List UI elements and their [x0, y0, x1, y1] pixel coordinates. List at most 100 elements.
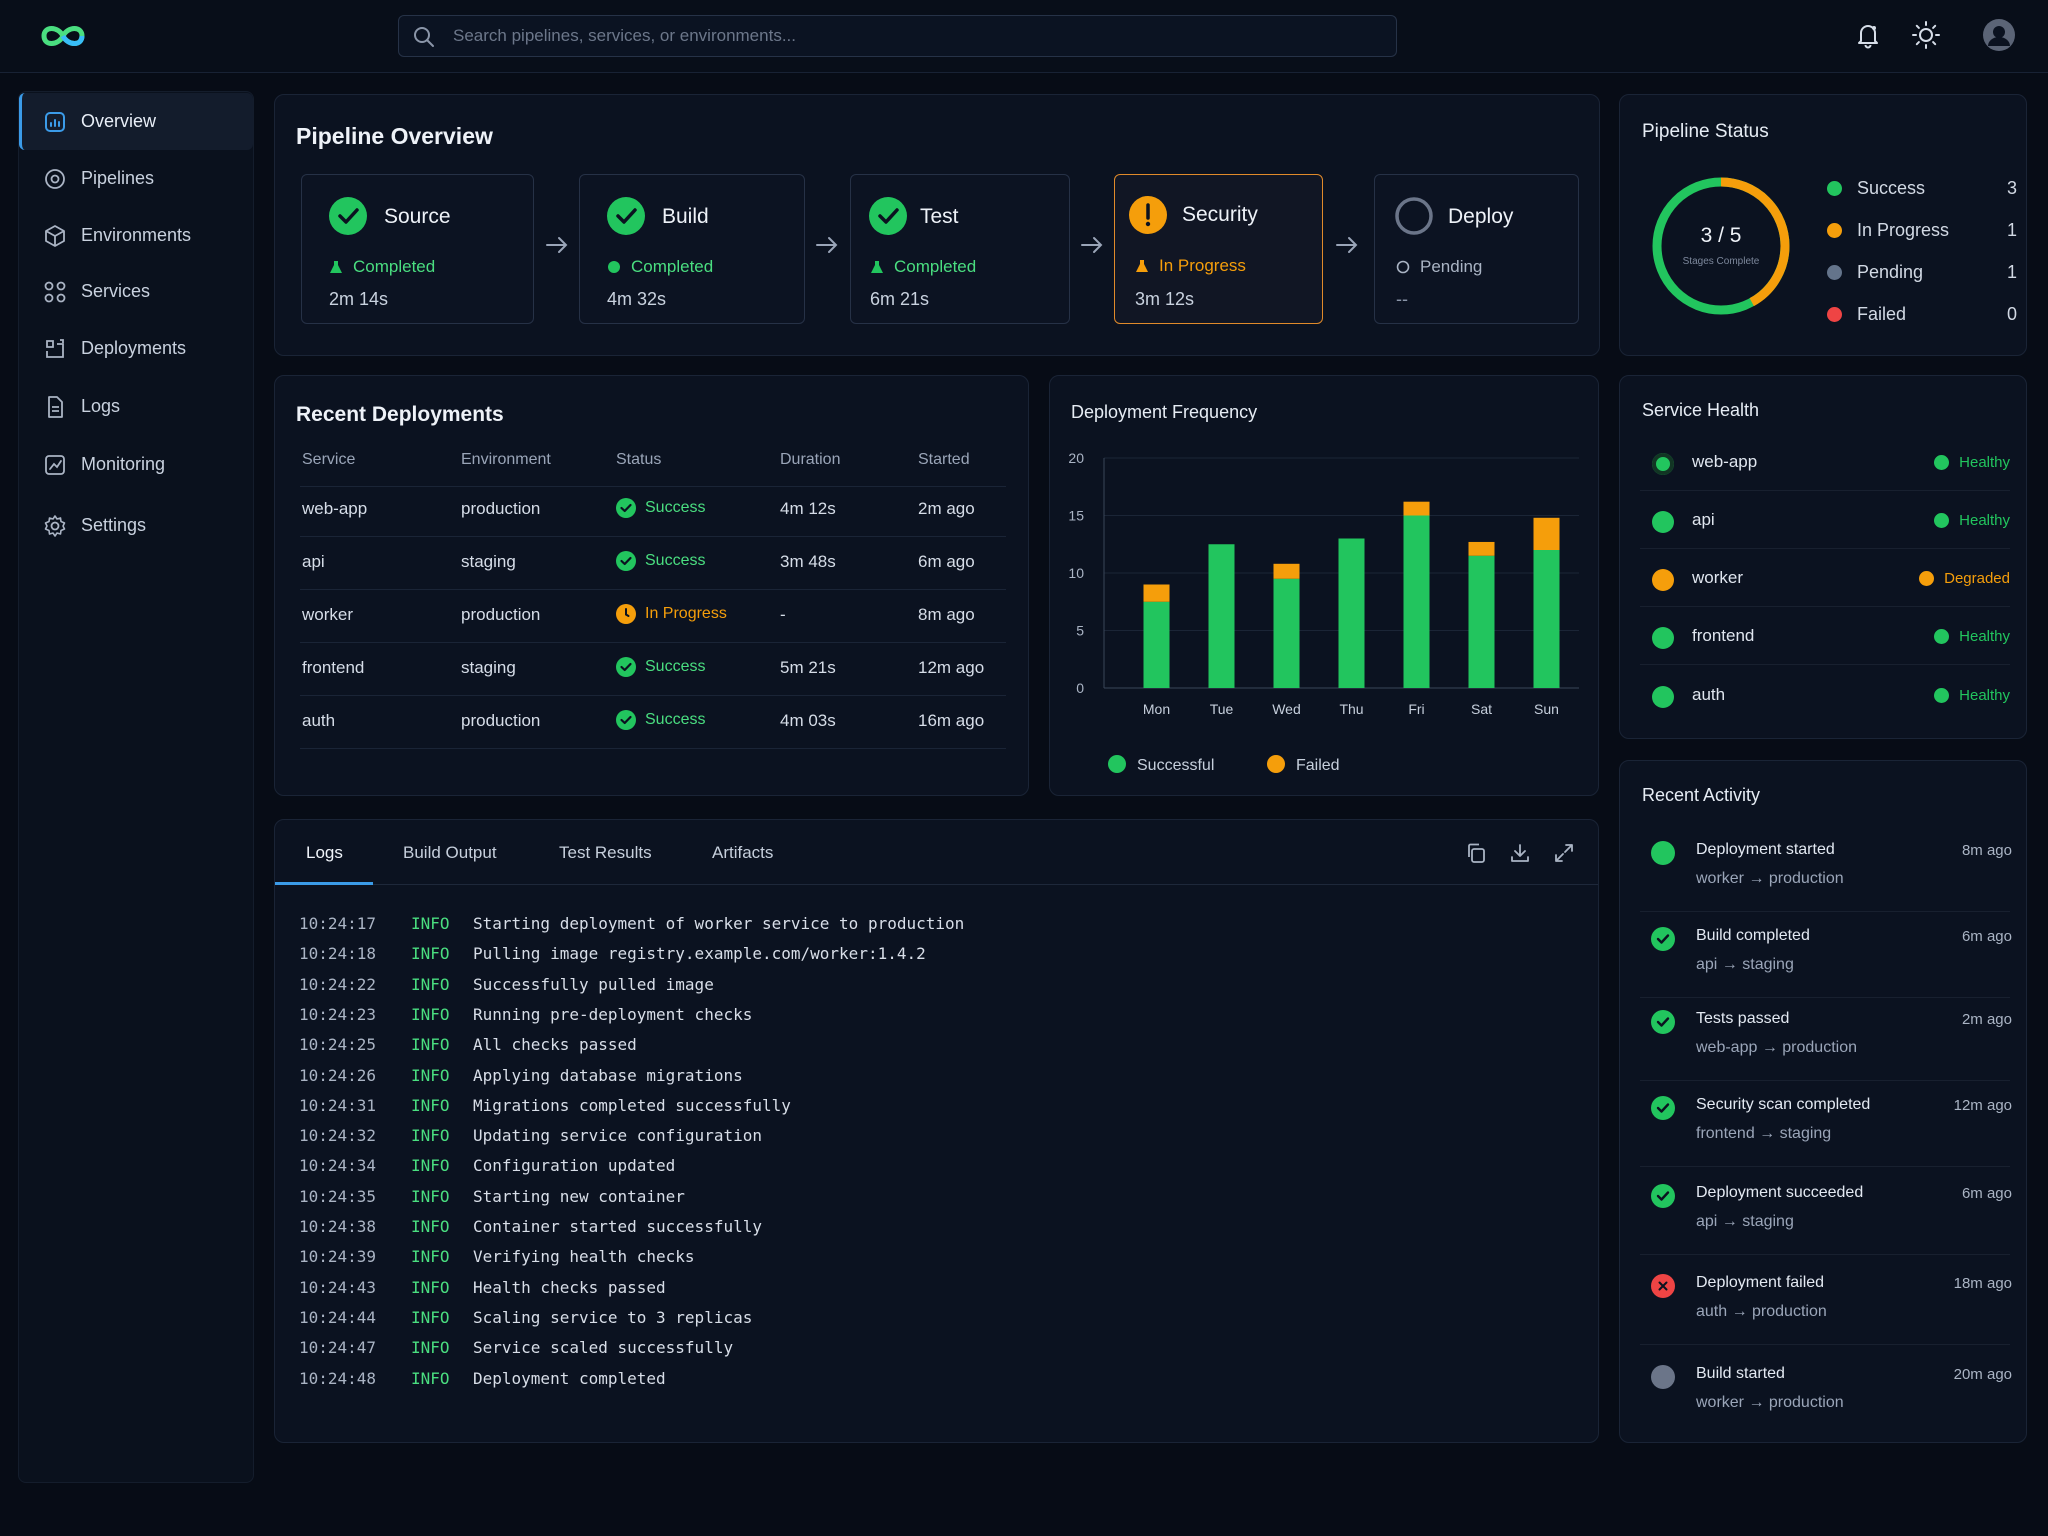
log-level: INFO [411, 1095, 450, 1115]
stage-source[interactable]: Source Completed 2m 14s [301, 174, 534, 324]
bar-successful-tue [1208, 544, 1235, 688]
search-input[interactable] [453, 16, 1373, 56]
log-timestamp: 10:24:26 [299, 1065, 377, 1085]
progress-count: 3 / 5 [1700, 224, 1742, 247]
flask-icon [871, 261, 883, 273]
sidebar-item-overview[interactable]: Overview [19, 93, 253, 150]
legend-value: 3 [2006, 177, 2017, 198]
active-tab-indicator [275, 882, 373, 885]
activity-item[interactable]: Build started worker → production 20m ago [1640, 1365, 2012, 1421]
log-level: INFO [411, 1338, 450, 1358]
activity-time: 12m ago [1953, 1097, 2012, 1114]
deployments-icon [46, 338, 64, 358]
service-health-row[interactable]: auth Healthy [1620, 666, 2010, 724]
x-tick-label: Fri [1408, 701, 1424, 717]
sidebar-item-services[interactable]: Services [19, 263, 253, 320]
search-icon [414, 27, 434, 47]
row-divider [300, 642, 1006, 643]
log-message: All checks passed [473, 1035, 637, 1055]
stage-status-label: Pending [1420, 257, 1483, 276]
search-bar[interactable] [398, 15, 1397, 57]
tab-test-results[interactable]: Test Results [559, 843, 652, 862]
stage-name: Deploy [1448, 205, 1514, 228]
activity-time: 2m ago [1961, 1011, 2012, 1028]
arrow-right-icon [1336, 237, 1358, 253]
check-circle-icon [329, 197, 367, 235]
column-header[interactable]: Duration [780, 451, 841, 468]
started-cell: 8m ago [918, 605, 975, 624]
y-tick-label: 0 [1076, 680, 1084, 696]
log-timestamp: 10:24:34 [299, 1156, 377, 1176]
status-label: Success [645, 711, 706, 728]
activity-time: 20m ago [1953, 1366, 2012, 1383]
tab-build-output[interactable]: Build Output [403, 843, 497, 862]
download-icon[interactable] [1509, 842, 1531, 864]
sidebar-item-settings[interactable]: Settings [19, 497, 253, 554]
activity-item[interactable]: Build completed api → staging 6m ago [1640, 927, 2012, 983]
stage-name: Build [662, 205, 709, 228]
column-header[interactable]: Status [616, 451, 662, 468]
column-header[interactable]: Environment [461, 451, 551, 468]
health-status: Healthy [1934, 687, 2010, 704]
sun-icon[interactable] [1911, 20, 1941, 50]
deployment-frequency-card [1049, 375, 1599, 796]
column-header[interactable]: Started [918, 451, 970, 468]
log-level: INFO [411, 1307, 450, 1327]
log-line: 10:24:23 INFO Running pre-deployment check… [299, 1005, 752, 1027]
activity-item[interactable]: Tests passed web-app → production 2m ago [1640, 1010, 2012, 1066]
legend-value: 0 [2006, 303, 2017, 324]
progress-ring-fill [1652, 177, 1790, 315]
flask-icon [1136, 260, 1148, 272]
services-icon [44, 281, 66, 302]
avatar-icon[interactable] [1983, 19, 2015, 51]
divider [1640, 911, 2010, 912]
tab-logs[interactable]: Logs [306, 843, 343, 862]
activity-item[interactable]: Deployment succeeded api → staging 6m ago [1640, 1184, 2012, 1240]
tab-artifacts[interactable]: Artifacts [712, 843, 774, 862]
sidebar-item-pipelines[interactable]: Pipelines [19, 150, 253, 207]
log-level: INFO [411, 1004, 450, 1024]
log-line: 10:24:17 INFO Starting deployment of worke… [299, 914, 964, 936]
expand-icon[interactable] [1553, 842, 1575, 864]
sidebar-item-environments[interactable]: Environments [19, 207, 253, 264]
service-health-row[interactable]: worker Degraded [1620, 549, 2010, 607]
service-cell: auth [302, 711, 336, 730]
stage-security[interactable]: Security In Progress 3m 12s [1114, 174, 1323, 324]
circle-icon [1396, 260, 1410, 274]
sidebar-item-monitoring[interactable]: Monitoring [19, 436, 253, 493]
log-message: Migrations completed successfully [473, 1095, 791, 1115]
stage-status: Completed [870, 257, 976, 277]
stage-test[interactable]: Test Completed 6m 21s [850, 174, 1070, 324]
gear-icon [44, 514, 66, 537]
copy-icon[interactable] [1465, 842, 1487, 864]
log-timestamp: 10:24:44 [299, 1307, 377, 1327]
check-circle-icon [1651, 1010, 1675, 1034]
bell-icon[interactable] [1853, 20, 1883, 50]
legend-marker [1267, 755, 1285, 773]
service-health-row[interactable]: api Healthy [1620, 491, 2010, 549]
activity-item[interactable]: Deployment failed auth → production 18m ag… [1640, 1274, 2012, 1330]
activity-item[interactable]: Security scan completed frontend → stagin… [1640, 1096, 2012, 1152]
log-level: INFO [411, 1368, 450, 1388]
logo-icon[interactable] [40, 18, 86, 54]
activity-time: 18m ago [1953, 1275, 2012, 1292]
activity-title: Build started [1696, 1365, 1785, 1382]
stage-build[interactable]: Build Completed 4m 32s [579, 174, 805, 324]
log-timestamp: 10:24:47 [299, 1338, 377, 1358]
divider [1640, 490, 2010, 491]
service-health-row[interactable]: web-app Healthy [1620, 433, 2010, 491]
service-health-row[interactable]: frontend Healthy [1620, 607, 2010, 665]
stage-deploy[interactable]: Deploy Pending -- [1374, 174, 1579, 324]
legend-label: Failed [1857, 303, 1907, 324]
stage-status: In Progress [1135, 256, 1246, 276]
legend-label: In Progress [1857, 219, 1950, 240]
sidebar-item-deployments[interactable]: Deployments [19, 320, 253, 377]
progress-ring [1652, 177, 1790, 315]
sidebar-item-logs[interactable]: Logs [19, 378, 253, 435]
column-header[interactable]: Service [302, 451, 356, 468]
log-timestamp: 10:24:31 [299, 1095, 377, 1115]
log-message: Deployment completed [473, 1368, 666, 1388]
pipeline-overview-title: Pipeline Overview [296, 123, 493, 149]
check-circle-icon [1651, 927, 1675, 951]
activity-item[interactable]: Deployment started worker → production 8m … [1640, 841, 2012, 897]
